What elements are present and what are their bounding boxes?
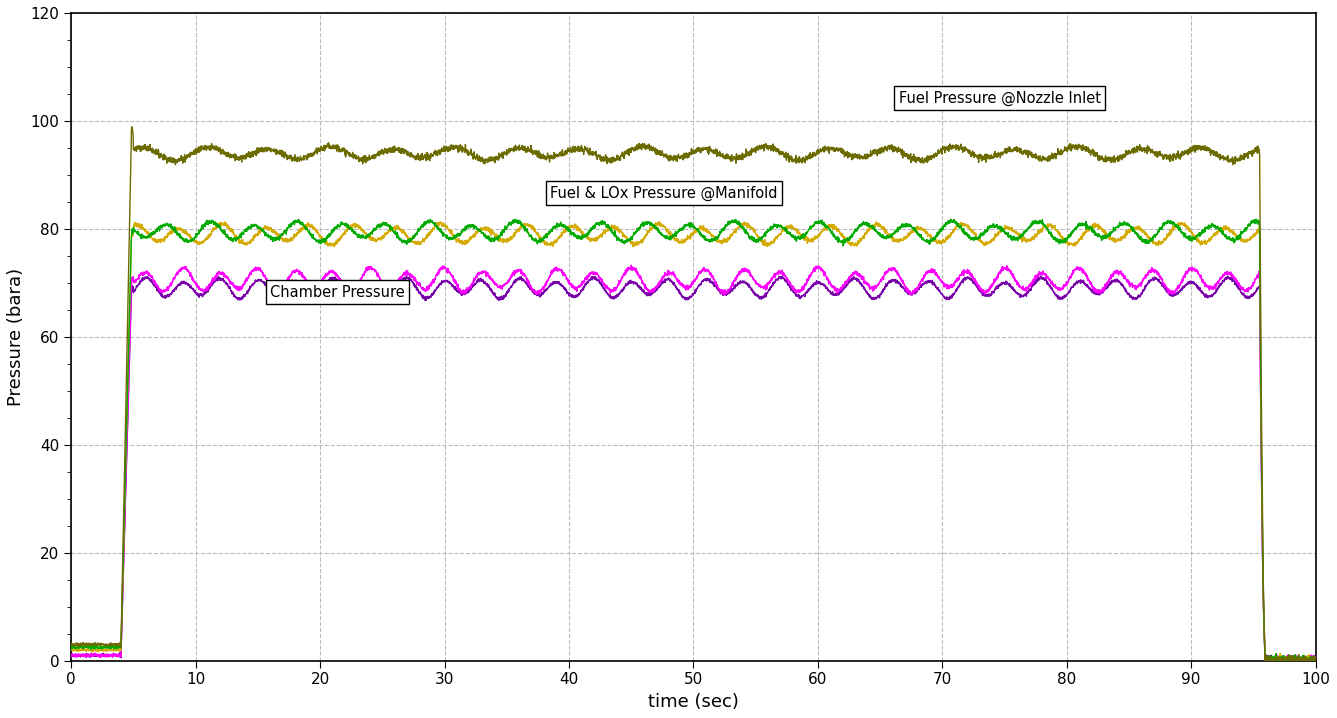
X-axis label: time (sec): time (sec) bbox=[648, 693, 739, 711]
Text: Chamber Pressure: Chamber Pressure bbox=[270, 284, 405, 299]
Y-axis label: Pressure (bara): Pressure (bara) bbox=[7, 268, 25, 406]
Text: Fuel Pressure @Nozzle Inlet: Fuel Pressure @Nozzle Inlet bbox=[898, 90, 1100, 106]
Text: Fuel & LOx Pressure @Manifold: Fuel & LOx Pressure @Manifold bbox=[551, 185, 778, 201]
